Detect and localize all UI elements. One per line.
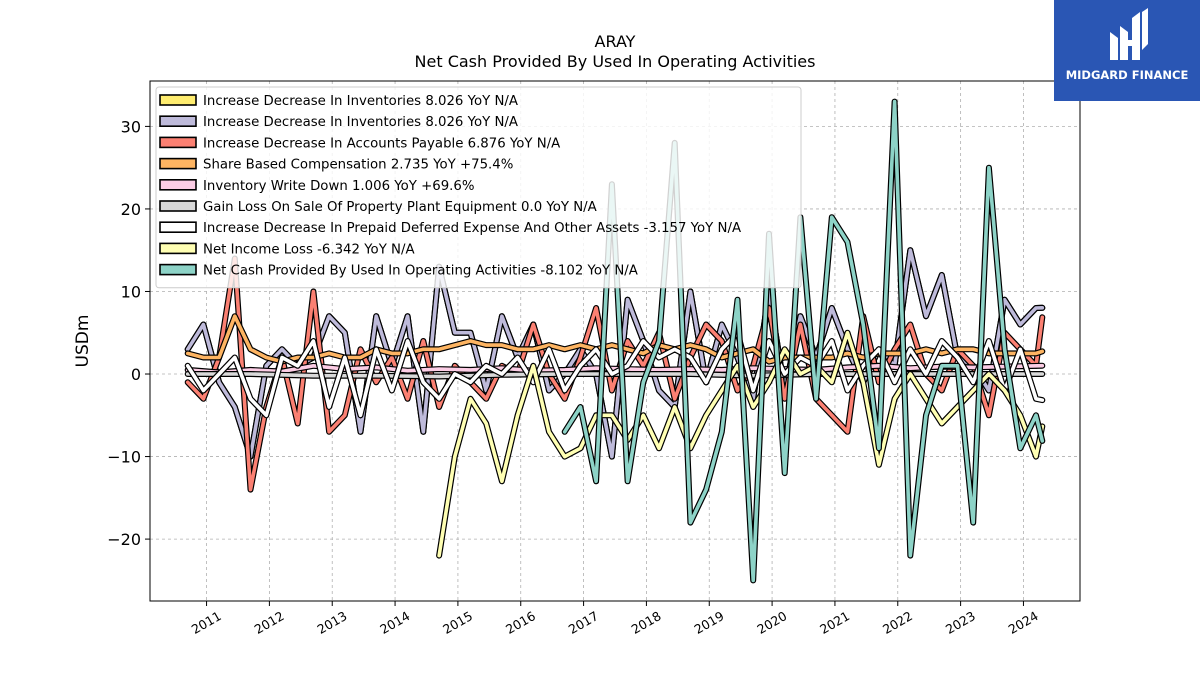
brand-logo: MIDGARD FINANCE	[1054, 0, 1200, 101]
legend-swatch	[159, 136, 197, 149]
legend-swatch	[159, 157, 197, 170]
legend-label: Net Cash Provided By Used In Operating A…	[203, 264, 638, 279]
x-tick-label: 2014	[377, 608, 412, 637]
x-tick-label: 2017	[566, 608, 601, 637]
legend-label: Net Income Loss -6.342 YoY N/A	[203, 242, 415, 257]
y-tick-label: 0	[131, 365, 141, 384]
series-line	[562, 99, 1045, 583]
x-tick-label: 2022	[880, 608, 915, 637]
x-tick-label: 2018	[629, 608, 664, 637]
brand-logo-icon	[1110, 8, 1148, 60]
series-line	[185, 372, 1045, 379]
x-tick-label: 2024	[1006, 608, 1041, 637]
x-tick-label: 2016	[503, 608, 538, 637]
series-group	[184, 98, 1046, 584]
legend-label: Share Based Compensation 2.735 YoY +75.4…	[203, 158, 513, 173]
legend-label: Gain Loss On Sale Of Property Plant Equi…	[203, 200, 597, 215]
plot-frame	[149, 80, 1081, 602]
legend-label: Increase Decrease In Prepaid Deferred Ex…	[203, 221, 741, 236]
y-tick-label: 30	[121, 117, 141, 136]
x-tick-label: 2020	[754, 608, 789, 637]
y-tick-label: 20	[121, 200, 141, 219]
x-tick-label: 2023	[943, 608, 978, 637]
x-tick-label: 2013	[314, 608, 349, 637]
x-tick-label: 2021	[817, 608, 852, 637]
legend-label: Inventory Write Down 1.006 YoY +69.6%	[203, 179, 475, 194]
brand-name: MIDGARD FINANCE	[1065, 68, 1189, 82]
chart-subtitle: Net Cash Provided By Used In Operating A…	[414, 52, 816, 71]
x-tick-label: 2015	[440, 608, 475, 637]
y-tick-label: −20	[107, 530, 141, 549]
x-tick-label: 2011	[189, 608, 224, 637]
y-axis-label: USDm	[73, 315, 93, 368]
legend-swatch	[159, 94, 197, 106]
legend-swatch	[159, 221, 197, 233]
legend-swatch	[159, 242, 197, 255]
x-tick-label: 2012	[252, 608, 287, 637]
legend-label: Increase Decrease In Inventories 8.026 Y…	[203, 115, 518, 130]
legend-swatch	[159, 200, 197, 212]
chart-title: ARAY	[594, 32, 636, 51]
legend-swatch	[159, 115, 197, 127]
legend-frame	[155, 86, 802, 289]
legend-label: Increase Decrease In Inventories 8.026 Y…	[203, 94, 518, 109]
legend: Increase Decrease In Inventories 8.026 Y…	[155, 86, 802, 289]
y-tick-label: −10	[107, 448, 141, 467]
legend-swatch	[159, 263, 197, 276]
legend-label: Increase Decrease In Accounts Payable 6.…	[203, 136, 560, 151]
legend-swatch	[159, 179, 197, 191]
y-tick-label: 10	[121, 282, 141, 301]
x-tick-label: 2019	[691, 608, 726, 637]
